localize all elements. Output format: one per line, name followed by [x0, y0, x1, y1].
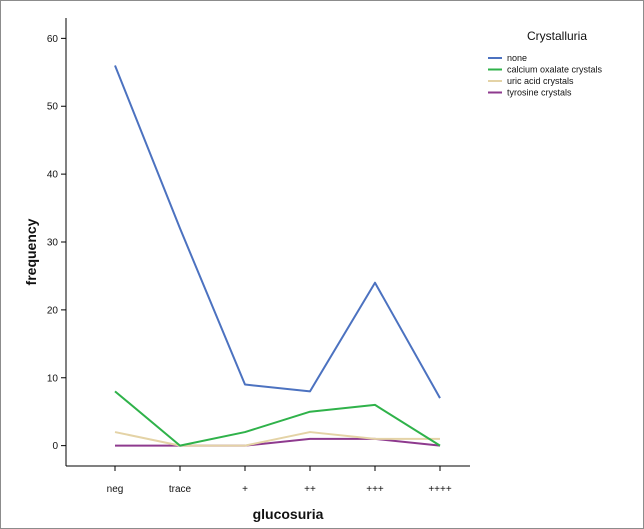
x-tick-label: neg: [107, 484, 124, 495]
y-tick-label: 60: [47, 34, 59, 45]
legend: Crystalluria none calcium oxalate crystal…: [488, 29, 603, 98]
legend-title: Crystalluria: [527, 29, 587, 43]
series-lines: [114, 65, 441, 447]
y-tick-label: 30: [47, 238, 59, 249]
series-line-none: [114, 65, 441, 399]
y-tick-label: 10: [47, 373, 59, 384]
y-tick-label: 50: [47, 102, 59, 113]
legend-label: none: [507, 53, 527, 63]
y-axis-ticks: 0 10 20 30 40 50 60: [47, 34, 66, 452]
y-tick-label: 20: [47, 305, 59, 316]
legend-label: uric acid crystals: [507, 76, 574, 86]
x-tick-label: trace: [169, 484, 192, 495]
x-tick-label: ++++: [428, 484, 452, 495]
y-tick-label: 40: [47, 170, 59, 181]
y-tick-label: 0: [52, 441, 58, 452]
x-tick-label: +++: [366, 484, 384, 495]
x-axis-title: glucosuria: [253, 506, 324, 522]
x-axis-ticks: neg trace + ++ +++ ++++: [107, 466, 452, 495]
series-line-calcium-oxalate-crystals: [114, 390, 441, 447]
series-line-uric-acid-crystals: [114, 431, 440, 447]
series-line-tyrosine-crystals: [115, 437, 441, 447]
legend-label: tyrosine crystals: [507, 88, 572, 98]
y-axis-title: frequency: [23, 218, 39, 285]
x-tick-label: +: [242, 484, 248, 495]
legend-label: calcium oxalate crystals: [507, 65, 603, 75]
x-tick-label: ++: [304, 484, 316, 495]
